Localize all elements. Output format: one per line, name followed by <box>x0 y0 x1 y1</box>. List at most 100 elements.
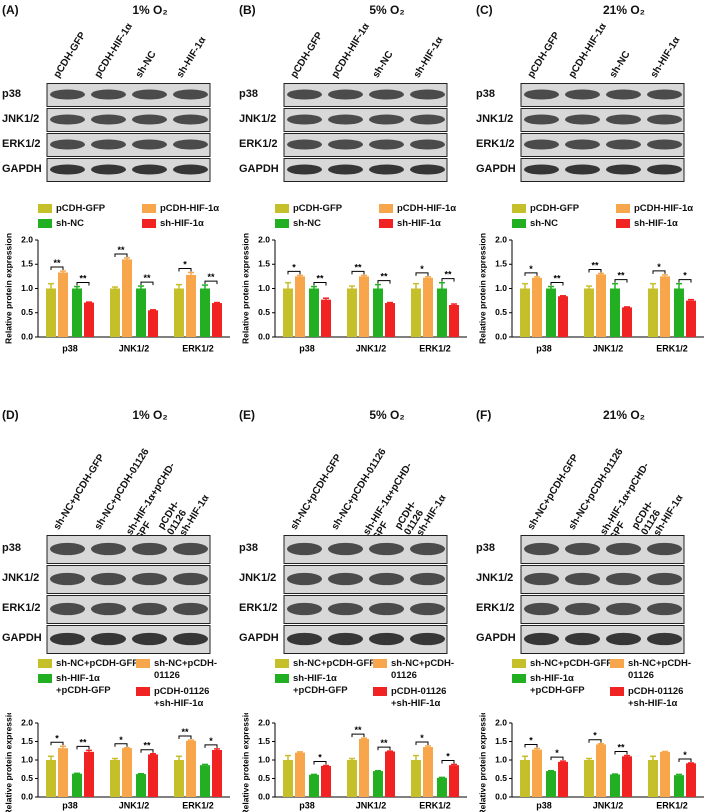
lane-label: sh-NC <box>370 49 396 80</box>
legend-swatch <box>512 219 526 228</box>
bar <box>309 288 319 337</box>
blot-band <box>410 164 445 175</box>
blot-band <box>647 89 682 100</box>
blot-band <box>91 632 126 646</box>
legend-label: sh-NC+pCDH-GFP <box>293 658 376 669</box>
blot-band <box>524 89 559 100</box>
legend-swatch <box>373 659 387 668</box>
significance-bracket <box>313 282 327 286</box>
x-tick-label: p38 <box>536 800 552 810</box>
y-axis-label: Relative protein expression <box>477 713 487 812</box>
blot-band <box>606 632 641 646</box>
x-tick-label: p38 <box>536 343 552 353</box>
blot-strip <box>283 133 448 157</box>
panel-title: 21% O₂ <box>602 408 646 422</box>
y-tick-label: 1.0 <box>495 283 507 293</box>
legend-label: sh-HIF-1α <box>634 218 678 229</box>
blot-band <box>369 602 404 616</box>
blot-row-label: JNK1/2 <box>239 112 277 125</box>
blot-band <box>647 164 682 175</box>
lane-label: pCDH-GFP <box>51 30 88 80</box>
blot-band <box>50 542 85 556</box>
blot-band <box>369 164 404 175</box>
blot-band <box>565 602 600 616</box>
significance-bracket <box>588 268 602 273</box>
blot-strip <box>520 158 685 182</box>
significance-label: ** <box>354 262 362 272</box>
significance-label: ** <box>181 727 189 737</box>
x-tick-label: ERK1/2 <box>419 343 451 353</box>
blot-band <box>647 602 682 616</box>
blot-band <box>132 572 167 586</box>
blot-band <box>410 542 445 556</box>
legend-swatch <box>142 219 156 228</box>
significance-bracket <box>178 267 192 272</box>
bar <box>46 760 56 797</box>
x-tick-label: JNK1/2 <box>119 343 150 353</box>
legend-swatch <box>616 219 630 228</box>
legend-label: sh-HIF-1α <box>397 218 441 229</box>
bar <box>610 774 620 797</box>
y-tick-label: 1.5 <box>21 736 33 746</box>
blot-band <box>287 632 322 646</box>
panel: (E) 5% O₂ sh-NC+pCDH-GFP sh-NC+pCDH-01126 sh… <box>237 405 473 812</box>
significance-label: * <box>318 753 322 763</box>
bar <box>110 760 120 797</box>
x-tick-label: ERK1/2 <box>656 800 688 810</box>
significance-bracket <box>287 270 301 275</box>
blot-row-label: p38 <box>2 542 21 554</box>
lane-label: pCDH-HIF-1α <box>92 21 135 80</box>
significance-bracket <box>415 272 429 276</box>
blot <box>283 83 448 182</box>
blot-band <box>606 164 641 175</box>
blot-row-label: p38 <box>239 542 258 554</box>
bar <box>283 760 293 797</box>
y-tick-label: 2.0 <box>258 717 270 727</box>
bar <box>423 277 433 337</box>
lane-label: pCDH-HIF-1α <box>566 21 609 80</box>
significance-label: * <box>55 733 59 743</box>
blot-band <box>565 542 600 556</box>
y-tick-label: 1.5 <box>258 736 270 746</box>
significance-label: ** <box>354 725 362 735</box>
blot-band <box>369 632 404 646</box>
significance-label: * <box>420 733 424 743</box>
blot-band <box>524 632 559 646</box>
bar <box>411 760 421 797</box>
legend-swatch <box>610 659 624 668</box>
legend-label: pCDH-GFP <box>530 203 580 214</box>
blot-row-label: GAPDH <box>476 632 516 644</box>
y-tick-label: 1.0 <box>495 754 507 764</box>
bar <box>423 747 433 797</box>
blot-row-label: JNK1/2 <box>2 572 40 584</box>
blot-band <box>369 89 404 100</box>
bar-chart: Relative protein expression 0.0 0.5 1.0 1.5 2… <box>3 233 230 353</box>
blot-band <box>132 542 167 556</box>
panel-title: 21% O₂ <box>602 3 646 17</box>
panel: (D) 1% O₂ sh-NC+pCDH-GFP sh-NC+pCDH-01126 sh… <box>0 405 236 812</box>
legend-label: sh-NC+pCDH-01126 <box>628 658 692 681</box>
significance-bracket <box>614 279 628 283</box>
blot-band <box>132 602 167 616</box>
lane-label: sh-HIF-1α <box>411 35 445 80</box>
panel-letter: (E) <box>239 408 255 422</box>
legend-swatch <box>379 219 393 228</box>
bar <box>437 288 447 337</box>
blot-band <box>410 89 445 100</box>
blot-band <box>328 164 363 175</box>
blot-band <box>50 139 85 150</box>
significance-bracket <box>550 282 564 286</box>
bar <box>674 288 684 337</box>
y-axis-label: Relative protein expression <box>3 713 13 812</box>
significance-bracket <box>652 270 666 274</box>
blot-row-label: p38 <box>476 87 495 100</box>
bar <box>200 288 210 337</box>
blot-band <box>91 89 126 100</box>
bar <box>532 749 542 797</box>
significance-bracket <box>678 758 692 762</box>
bar <box>122 259 132 337</box>
bar <box>72 773 82 797</box>
blot-row-label: GAPDH <box>239 632 279 644</box>
legend-label: pCDH-GFP <box>293 203 343 214</box>
legend-swatch <box>38 659 52 668</box>
